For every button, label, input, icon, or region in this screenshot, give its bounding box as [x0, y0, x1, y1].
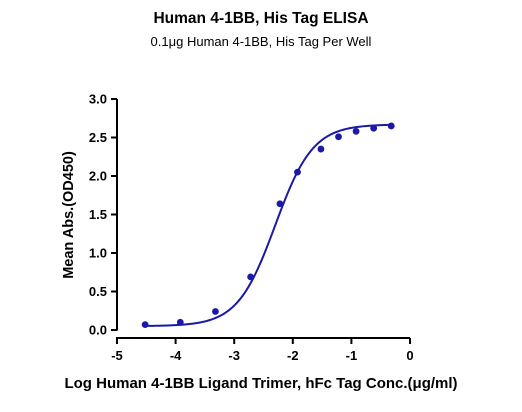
x-tick-label: -3: [228, 348, 240, 363]
x-ticks: -5 -4 -3 -2 -1 0: [111, 338, 414, 363]
y-tick-label: 0.5: [89, 284, 107, 299]
data-point: [276, 200, 284, 208]
data-point: [176, 318, 184, 326]
axes: [116, 99, 410, 339]
data-point: [387, 122, 395, 130]
data-point: [247, 273, 255, 281]
x-tick-label: -1: [346, 348, 358, 363]
y-tick-label: 3.0: [89, 92, 107, 107]
data-point: [212, 308, 219, 315]
y-tick-label: 2.0: [89, 169, 107, 184]
y-tick-label: 1.5: [89, 207, 107, 222]
x-axis-title: Log Human 4-1BB Ligand Trimer, hFc Tag C…: [64, 375, 457, 392]
y-axis-title: Mean Abs.(OD450): [61, 151, 77, 279]
data-points: [141, 122, 395, 329]
x-tick-label: -2: [287, 348, 299, 363]
y-ticks: 0.0 0.5 1.0 1.5 2.0 2.5 3.0: [89, 92, 117, 338]
data-point: [294, 168, 301, 176]
data-point: [352, 127, 360, 135]
y-tick-label: 1.0: [89, 246, 107, 261]
y-tick-label: 2.5: [89, 130, 107, 145]
y-tick-label: 0.0: [89, 323, 107, 338]
x-tick-label: 0: [406, 348, 413, 363]
x-tick-label: -4: [170, 348, 182, 363]
data-point: [370, 124, 378, 132]
data-point: [317, 145, 325, 153]
chart-subtitle: 0.1μg Human 4-1BB, His Tag Per Well: [150, 34, 372, 49]
data-point: [141, 321, 149, 329]
x-tick-label: -5: [111, 348, 123, 363]
chart-title: Human 4-1BB, His Tag ELISA: [153, 10, 369, 27]
fit-curve-group: [145, 123, 392, 327]
fit-curve: [145, 123, 392, 327]
data-point: [335, 133, 342, 141]
